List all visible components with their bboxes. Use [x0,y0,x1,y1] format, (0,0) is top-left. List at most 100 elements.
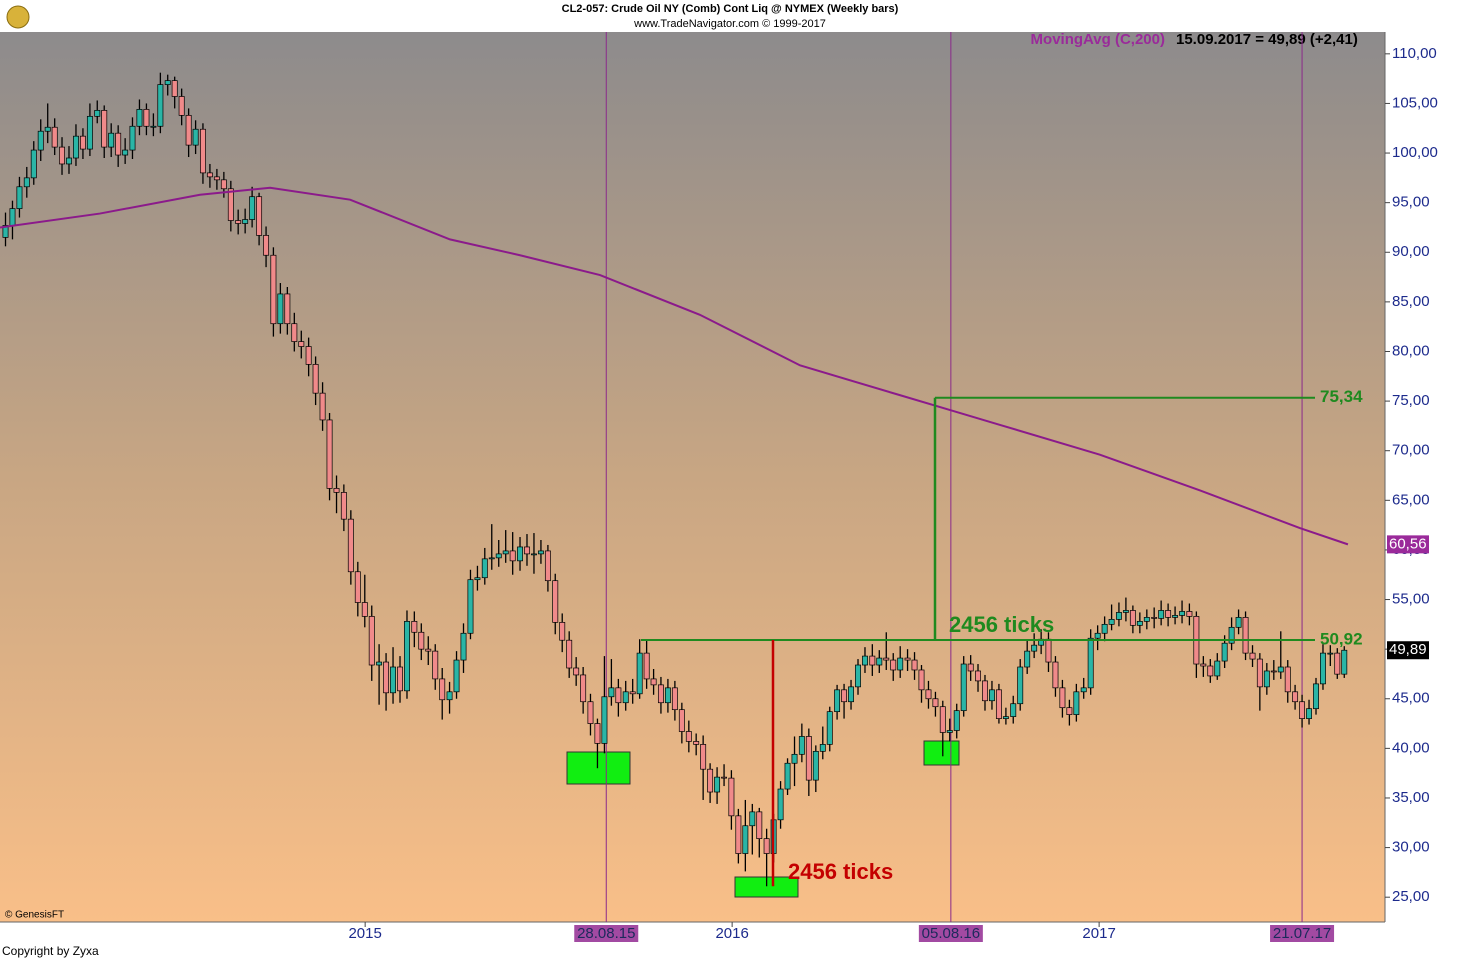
candle-body [1242,617,1249,654]
candle-body [749,811,756,827]
candle-body [1214,660,1221,677]
candle-body [1017,666,1024,705]
candle-body [1002,716,1009,719]
candle-body [129,125,136,151]
candle-body [150,125,157,128]
chart-title: CL2-057: Crude Oil NY (Comb) Cont Liq @ … [562,3,899,15]
candle-body [1341,649,1348,675]
candle-body [566,639,573,669]
candle-body [305,346,312,365]
candle-body [397,666,403,692]
candle-body [312,364,319,394]
candle-body [347,518,354,573]
candle-body [263,235,270,256]
candle-body [721,776,728,779]
candle-body [101,110,108,148]
price-label-bg [1387,641,1429,660]
price-label: 49,89 [1389,641,1427,658]
annotation: 2456 ticks [949,612,1054,637]
candle-body [1073,691,1080,715]
candle-body [79,135,86,150]
candle-body [1179,611,1186,616]
candle-body [256,196,263,236]
candle-body [700,744,707,770]
candle-body [763,838,770,854]
candle-body [791,753,798,764]
candle-body [1094,632,1101,639]
candle-body [1221,642,1228,662]
candle-body [361,602,368,617]
candle-body [1129,610,1136,626]
candle-body [975,670,981,682]
candle-body [728,777,735,817]
candle-body [404,621,410,692]
candle-body [594,723,601,744]
candle-body [636,652,643,695]
y-tick-label: 75,00 [1392,392,1430,409]
candle-body [37,130,44,151]
candle-body [425,648,432,652]
candle-body [629,691,636,695]
chart-subtitle: www.TradeNavigator.com © 1999-2017 [633,18,826,30]
candle-body [333,488,340,493]
candle-body [9,208,16,226]
candle-body [1031,644,1038,652]
level-label: 50,92 [1320,630,1363,649]
candle-body [1200,663,1207,667]
candle-body [953,710,960,731]
candle-body [340,492,347,520]
candle-body [601,696,608,744]
candle-body [784,762,791,790]
plot-area [0,32,1385,922]
y-tick-label: 105,00 [1392,94,1438,111]
highlight-box [923,740,960,766]
candle-body [354,571,361,603]
candle-body [1066,707,1073,715]
candle-body [982,680,988,702]
candle-body [678,709,685,732]
candle-body [1334,652,1341,675]
candle-body [1327,652,1334,655]
candle-body [115,132,122,156]
y-tick-label: 80,00 [1392,342,1430,359]
candle-body [51,126,58,148]
y-tick-label: 85,00 [1392,293,1430,310]
candle-body [918,669,925,691]
candle-body [1186,611,1193,617]
candle-body [185,114,192,146]
candle-body [439,678,446,701]
candle-body [841,689,848,703]
candle-body [206,172,213,178]
candle-body [826,711,833,745]
candle-body [1087,637,1094,689]
y-tick-label: 35,00 [1392,789,1430,806]
candle-body [44,126,51,132]
candle-body [834,689,841,713]
candle-body [735,815,742,854]
marker-label-bg [574,925,639,942]
candle-body [664,687,671,704]
candle-body [848,686,854,703]
marker-label-bg [1270,925,1335,942]
candle-body [108,132,115,148]
marker-label: 21.07.17 [1273,925,1331,942]
logo [6,5,30,29]
candle-body [199,128,206,174]
candle-body [192,128,199,146]
candle-body [1108,619,1115,625]
candle-body [467,579,474,634]
candle-body [418,631,425,650]
candle-body [1207,665,1214,677]
candle-body [1024,650,1031,668]
candle-body [220,179,227,190]
candle-body [1313,683,1319,710]
candle-body [573,667,580,676]
y-tick-label: 70,00 [1392,442,1430,459]
candle-body [587,701,594,724]
candle-body [685,731,692,742]
candle-body [277,293,284,325]
candle-body [756,811,763,840]
candle-body [904,657,911,661]
marker-label: 05.08.16 [922,925,980,942]
